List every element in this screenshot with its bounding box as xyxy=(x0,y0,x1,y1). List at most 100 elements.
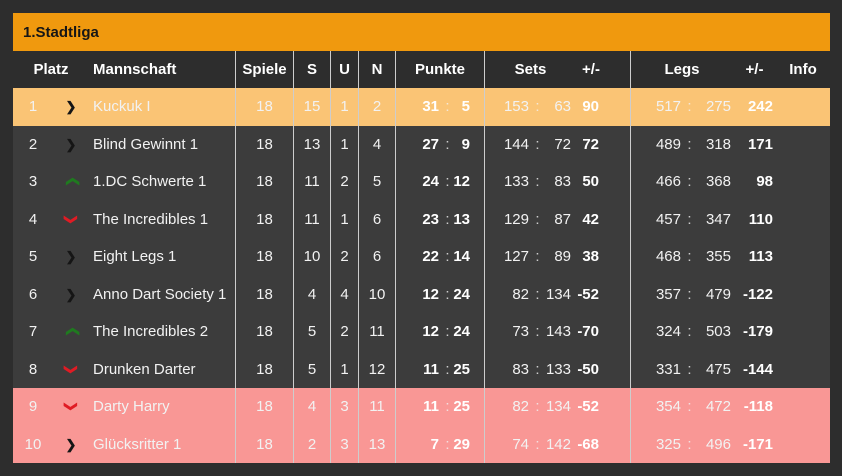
team-name: Drunken Darter xyxy=(89,350,236,388)
rank-cell: 3 xyxy=(28,173,38,191)
league-title-bar: 1.Stadtliga xyxy=(13,13,830,51)
siege-cell: 2 xyxy=(294,425,331,463)
punkte-against-cell: 13 xyxy=(453,200,485,238)
group-spacer xyxy=(606,313,631,351)
sets-colon: : xyxy=(535,210,540,228)
legs-diff-cell: 171 xyxy=(747,135,773,153)
team-name: Blind Gewinnt 1 xyxy=(89,125,236,163)
table-row: 2 ❯ Blind Gewinnt 1 18 13 1 4 27 : 9 144… xyxy=(13,125,830,163)
legs-for-cell: 325 xyxy=(655,435,681,453)
sets-for-cell: 83 xyxy=(512,360,529,378)
sets-against-cell: 134 xyxy=(545,285,571,303)
siege-cell: 4 xyxy=(294,275,331,313)
punkte-for-cell: 7 xyxy=(430,435,439,453)
chevron-right-icon: ❯ xyxy=(65,99,77,115)
legs-for-cell: 354 xyxy=(655,398,681,416)
punkte-colon: : xyxy=(445,135,450,153)
legs-diff-cell: 98 xyxy=(756,173,773,191)
info-cell xyxy=(776,313,830,351)
punkte-against-cell: 29 xyxy=(453,425,485,463)
legs-colon: : xyxy=(687,248,692,266)
punkte-against-cell: 9 xyxy=(454,125,485,163)
table-row: 10 ❯ Glücksritter 1 18 2 3 13 7 : 29 74 … xyxy=(13,425,830,463)
legs-diff-cell: 113 xyxy=(748,248,773,266)
punkte-for-cell: 24 xyxy=(422,173,439,191)
table-row: 9 ❯ Darty Harry 18 4 3 11 11 : 25 82 : 1… xyxy=(13,388,830,426)
trend-cell: ❯ xyxy=(53,163,89,201)
group-spacer xyxy=(606,425,631,463)
spiele-cell: 18 xyxy=(236,425,294,463)
punkte-colon: : xyxy=(445,398,450,416)
siege-cell: 13 xyxy=(294,125,331,163)
col-header-mannschaft: Mannschaft xyxy=(89,51,236,88)
spiele-cell: 18 xyxy=(236,88,294,126)
sets-against-cell: 89 xyxy=(554,248,571,266)
legs-for-cell: 357 xyxy=(655,285,681,303)
legs-for-cell: 324 xyxy=(655,323,681,341)
sets-against-cell: 133 xyxy=(545,360,571,378)
team-name: Eight Legs 1 xyxy=(89,238,236,276)
unentschieden-cell: 3 xyxy=(331,388,359,426)
legs-colon: : xyxy=(687,285,692,303)
legs-for-cell: 517 xyxy=(655,98,681,116)
legs-for-cell: 331 xyxy=(655,360,681,378)
punkte-colon: : xyxy=(445,323,450,341)
col-header-legs-diff: +/- xyxy=(745,61,764,78)
sets-diff-cell: -70 xyxy=(577,323,599,341)
info-cell xyxy=(776,88,830,126)
siege-cell: 15 xyxy=(294,88,331,126)
sets-colon: : xyxy=(535,435,540,453)
col-header-legs: Legs xyxy=(664,61,700,78)
spiele-cell: 18 xyxy=(236,238,294,276)
sets-colon: : xyxy=(535,360,540,378)
legs-colon: : xyxy=(687,323,692,341)
league-title: 1.Stadtliga xyxy=(23,23,99,41)
col-header-platz: Platz xyxy=(33,61,69,78)
spiele-cell: 18 xyxy=(236,388,294,426)
unentschieden-cell: 1 xyxy=(331,350,359,388)
group-spacer xyxy=(606,200,631,238)
legs-diff-cell: -122 xyxy=(742,285,773,303)
sets-for-cell: 129 xyxy=(503,210,529,228)
team-name: Anno Dart Society 1 xyxy=(89,275,236,313)
league-table: 1.Stadtliga Platz Mannschaft Spiele S U … xyxy=(13,13,830,463)
legs-diff-cell: -144 xyxy=(742,360,773,378)
legs-against-cell: 475 xyxy=(705,360,731,378)
punkte-for-cell: 22 xyxy=(422,248,439,266)
sets-diff-cell: -52 xyxy=(577,285,599,303)
siege-cell: 5 xyxy=(294,350,331,388)
trend-cell: ❯ xyxy=(53,313,89,351)
group-spacer xyxy=(606,163,631,201)
siege-cell: 10 xyxy=(294,238,331,276)
legs-for-cell: 466 xyxy=(655,173,681,191)
sets-for-cell: 127 xyxy=(503,248,529,266)
punkte-against-cell: 25 xyxy=(453,350,485,388)
col-header-info: Info xyxy=(789,61,817,78)
col-header-niederlagen: N xyxy=(359,51,396,88)
sets-against-cell: 63 xyxy=(554,98,571,116)
punkte-colon: : xyxy=(445,360,450,378)
chevron-down-icon: ❯ xyxy=(63,363,79,375)
sets-for-cell: 153 xyxy=(503,98,529,116)
info-cell xyxy=(776,351,830,389)
legs-against-cell: 347 xyxy=(705,210,731,228)
trend-cell: ❯ xyxy=(53,276,89,314)
legs-colon: : xyxy=(687,360,692,378)
group-spacer xyxy=(606,125,631,163)
legs-colon: : xyxy=(687,98,692,116)
rank-cell: 10 xyxy=(24,435,42,453)
rank-cell: 6 xyxy=(28,285,38,303)
sets-for-cell: 82 xyxy=(512,398,529,416)
siege-cell: 11 xyxy=(294,163,331,201)
punkte-against-cell: 25 xyxy=(453,388,485,426)
siege-cell: 4 xyxy=(294,388,331,426)
legs-against-cell: 318 xyxy=(705,135,731,153)
legs-against-cell: 368 xyxy=(705,173,731,191)
legs-colon: : xyxy=(687,173,692,191)
sets-against-cell: 87 xyxy=(554,210,571,228)
trend-cell: ❯ xyxy=(53,238,89,276)
col-header-spiele: Spiele xyxy=(236,51,294,88)
legs-diff-cell: -179 xyxy=(742,323,773,341)
legs-colon: : xyxy=(687,210,692,228)
legs-colon: : xyxy=(687,435,692,453)
